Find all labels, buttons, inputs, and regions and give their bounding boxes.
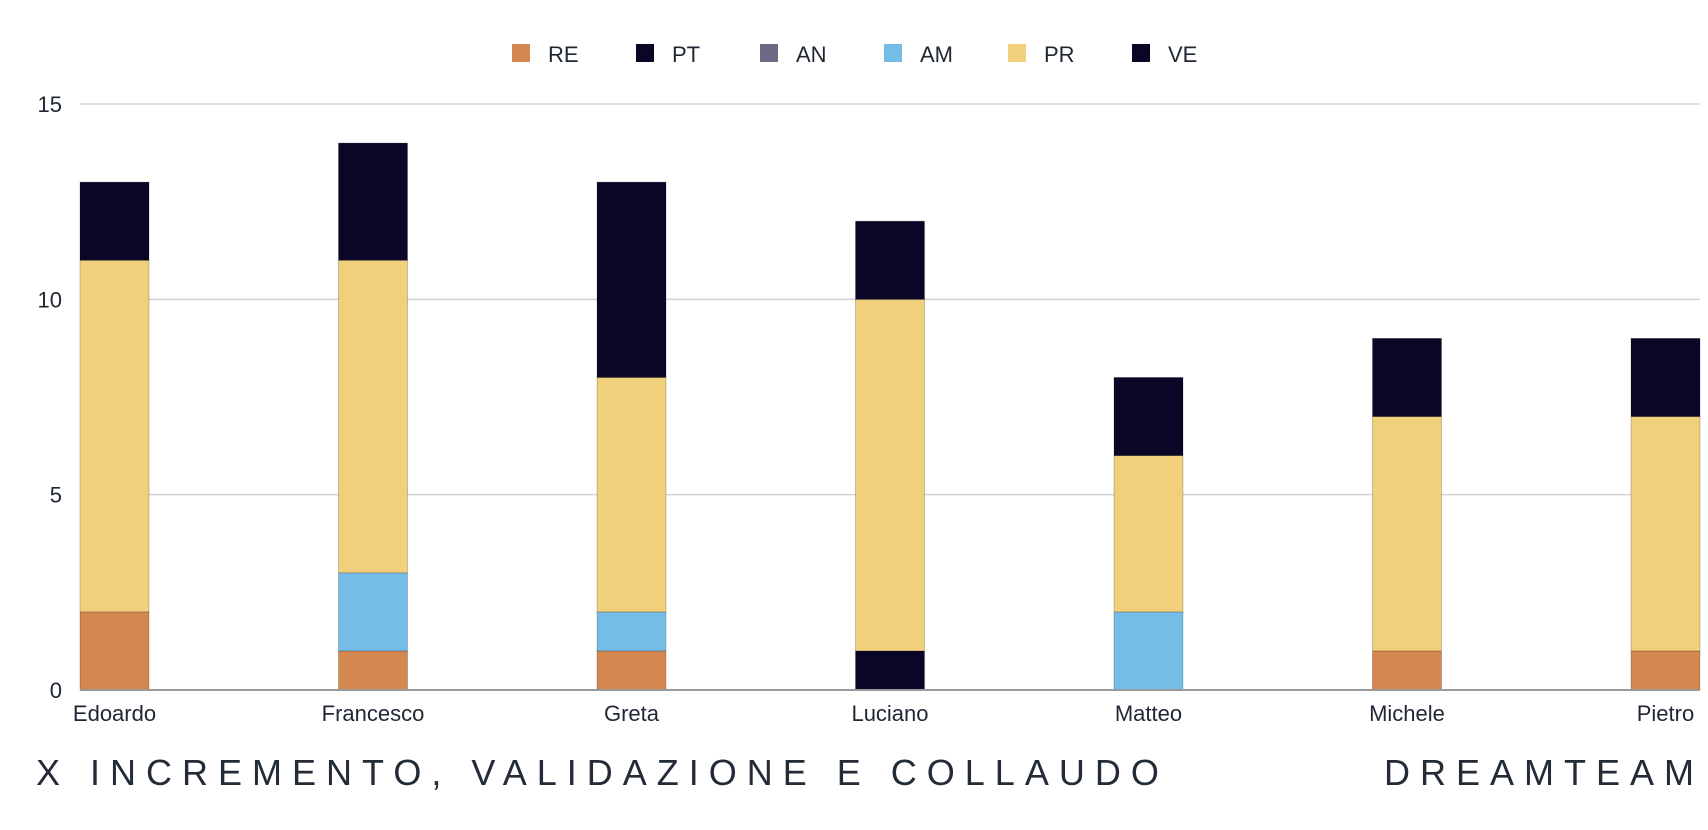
x-tick-label: Edoardo [73,701,156,726]
legend-label-pr: PR [1044,42,1075,67]
legend-swatch-pr [1008,44,1026,62]
x-tick-label: Michele [1369,701,1445,726]
legend-swatch-ve [1132,44,1150,62]
x-tick-label: Luciano [851,701,928,726]
stacked-bar-chart: 0 5 10 15 Edoardo Francesco Greta Luciano Matteo… [38,42,1701,726]
legend: RE PT AN AM PR VE [512,42,1197,67]
x-tick-label: Francesco [322,701,425,726]
x-tick-label: Greta [604,701,660,726]
bar-segment-pr-michele [1372,416,1442,652]
bar-segment-re-michele [1372,650,1442,691]
legend-swatch-pt [636,44,654,62]
axes: 0 5 10 15 Edoardo Francesco Greta Luciano Matteo… [38,92,1700,726]
x-tick-label: Pietro [1637,701,1694,726]
legend-label-pt: PT [672,42,700,67]
bar-segment-am-francesco [338,572,408,652]
legend-swatch-re [512,44,530,62]
bar-segment-pr-luciano [855,298,925,652]
y-tick-label: 0 [50,678,62,703]
footer-team-name: DREAMTEAM [1383,752,1704,793]
bar-segment-pr-matteo [1113,455,1184,613]
legend-label-ve: VE [1168,42,1197,67]
bar-segment-ve-francesco [338,142,408,261]
bar-segment-re-edoardo [79,611,150,691]
bar-segment-ve-matteo [1113,377,1184,457]
bars [79,142,1701,691]
bar-segment-pr-pietro [1630,416,1701,652]
legend-label-an: AN [796,42,827,67]
bar-segment-re-francesco [338,650,408,691]
bar-segment-am-matteo [1113,611,1184,691]
x-tick-label: Matteo [1115,701,1182,726]
bar-segment-ve-pietro [1630,337,1701,417]
bar-segment-re-pietro [1630,650,1701,691]
bar-segment-am-greta [596,611,667,652]
legend-swatch-am [884,44,902,62]
bar-segment-ve-luciano [855,220,925,300]
y-tick-label: 5 [50,483,62,508]
bar-segment-pr-greta [596,377,667,613]
footer-title: X INCREMENTO, VALIDAZIONE E COLLAUDO [36,752,1169,793]
bar-segment-pr-edoardo [79,259,150,613]
bar-segment-ve-michele [1372,337,1442,417]
legend-label-am: AM [920,42,953,67]
bar-segment-ve-greta [596,181,667,378]
legend-swatch-an [760,44,778,62]
bar-segment-pt-luciano [855,650,925,691]
bar-segment-pr-francesco [338,259,408,574]
bar-segment-re-greta [596,650,667,691]
legend-label-re: RE [548,42,579,67]
y-tick-label: 10 [38,287,62,312]
bar-segment-ve-edoardo [79,181,150,261]
y-tick-label: 15 [38,92,62,117]
